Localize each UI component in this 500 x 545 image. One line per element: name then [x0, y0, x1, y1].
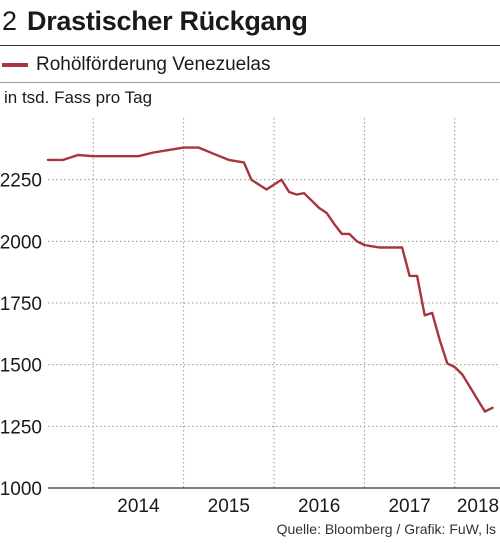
y-tick-label: 1250 [0, 417, 42, 438]
y-tick-label: 2000 [0, 232, 42, 253]
y-tick-label: 1500 [0, 356, 42, 377]
chart-title-text: Drastischer Rückgang [27, 6, 308, 36]
legend-label: Rohölförderung Venezuelas [36, 54, 271, 75]
y-axis-unit-label: in tsd. Fass pro Tag [4, 88, 153, 107]
y-tick-labels: 1000 1250 1500 1750 2000 2250 [0, 171, 42, 500]
title-rule [0, 45, 500, 46]
x-tick-label: 2014 [117, 496, 160, 517]
gridlines [48, 118, 500, 488]
legend: Rohölförderung Venezuelas [2, 52, 271, 78]
x-tick-labels: 2014 2015 2016 2017 2018 [117, 496, 499, 517]
y-tick-label: 1750 [0, 294, 42, 315]
y-tick-label: 1000 [0, 479, 42, 500]
series-layer [46, 146, 494, 413]
chart-number: 2 [2, 6, 18, 36]
x-tick-label: 2017 [388, 496, 430, 517]
legend-rule [0, 82, 500, 83]
x-tick-label: 2018 [457, 496, 499, 517]
x-tick-label: 2015 [208, 496, 250, 517]
legend-swatch [2, 63, 28, 67]
chart-title: 2 Drastischer Rückgang [2, 6, 308, 42]
source-note: Quelle: Bloomberg / Grafik: FuW, ls [276, 521, 496, 537]
y-tick-label: 2250 [0, 171, 42, 192]
series-line-venezuela-oil-output [46, 146, 494, 413]
x-tick-label: 2016 [298, 496, 340, 517]
